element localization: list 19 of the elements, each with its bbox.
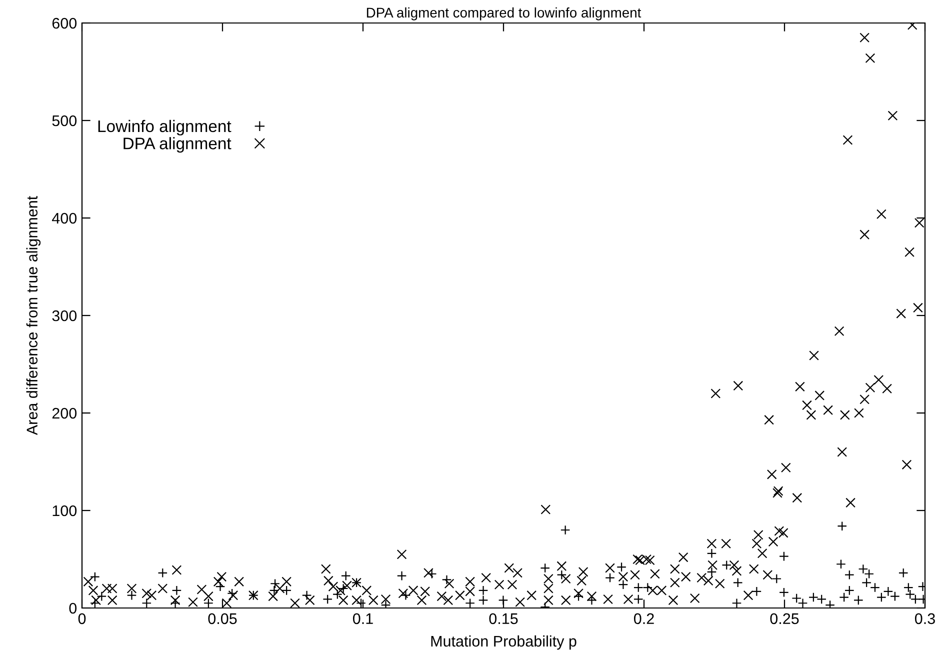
x-tick-label: 0 (78, 613, 86, 624)
y-tick-label: 500 (52, 115, 77, 126)
y-tick-label: 200 (52, 408, 77, 419)
x-axis-title: Mutation Probability p (431, 635, 576, 650)
legend-label: DPA alignment (124, 137, 232, 153)
y-tick-label: 600 (52, 18, 77, 29)
x-tick-label: 0.05 (208, 613, 237, 624)
x-tick-label: 0.15 (489, 613, 518, 624)
y-tick-label: 100 (52, 505, 77, 516)
y-tick-label: 0 (69, 602, 77, 614)
y-axis-title: Area difference from true alignment (26, 196, 41, 436)
x-tick-label: 0.25 (770, 613, 799, 624)
x-tick-label: 0.2 (634, 613, 654, 624)
y-tick-label: 400 (52, 212, 77, 224)
y-tick-label: 300 (52, 310, 77, 322)
chart-title: DPA aligment compared to lowinfo alignment (366, 7, 642, 20)
legend-label: Lowinfo alignment (98, 120, 232, 136)
x-tick-label: 0.1 (352, 613, 373, 624)
x-tick-label: 0.3 (914, 613, 935, 624)
